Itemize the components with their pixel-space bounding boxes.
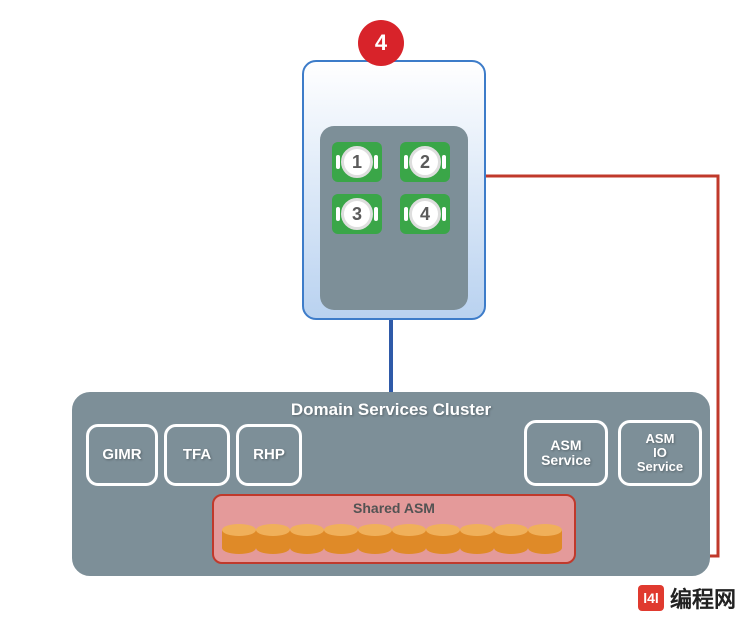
cluster-badge: 4 — [358, 20, 404, 66]
disk — [358, 524, 392, 554]
dial-4-label: 4 — [420, 204, 430, 225]
disk — [256, 524, 290, 554]
svc-tfa-label: TFA — [183, 447, 211, 464]
shared-asm-label: Shared ASM — [214, 496, 574, 516]
dial-3: 3 — [332, 194, 382, 234]
svc-asm-io-service: ASM IO Service — [618, 420, 702, 486]
watermark-logo: l4l — [638, 585, 664, 611]
watermark: l4l 编程网 — [638, 582, 736, 614]
svc-tfa: TFA — [164, 424, 230, 486]
disk — [460, 524, 494, 554]
dial-4: 4 — [400, 194, 450, 234]
disk — [426, 524, 460, 554]
architecture-diagram: 1 2 3 4 4 Domain Services Cluster GIMR T… — [0, 0, 746, 620]
disk — [494, 524, 528, 554]
svc-rhp: RHP — [236, 424, 302, 486]
disk — [290, 524, 324, 554]
watermark-text: 编程网 — [670, 582, 736, 614]
dial-3-label: 3 — [352, 204, 362, 225]
disk — [324, 524, 358, 554]
svc-gimr-label: GIMR — [102, 447, 141, 464]
domain-title: Domain Services Cluster — [74, 394, 708, 420]
cluster-badge-label: 4 — [375, 30, 387, 56]
svc-asm-service: ASM Service — [524, 420, 608, 486]
dial-2-label: 2 — [420, 152, 430, 173]
svc-asm-io-service-label: ASM IO Service — [637, 432, 683, 475]
disk — [222, 524, 256, 554]
dial-1: 1 — [332, 142, 382, 182]
svc-rhp-label: RHP — [253, 447, 285, 464]
dial-2: 2 — [400, 142, 450, 182]
svc-gimr: GIMR — [86, 424, 158, 486]
disk — [392, 524, 426, 554]
dial-1-label: 1 — [352, 152, 362, 173]
svc-asm-service-label: ASM Service — [541, 438, 591, 469]
disk — [528, 524, 562, 554]
